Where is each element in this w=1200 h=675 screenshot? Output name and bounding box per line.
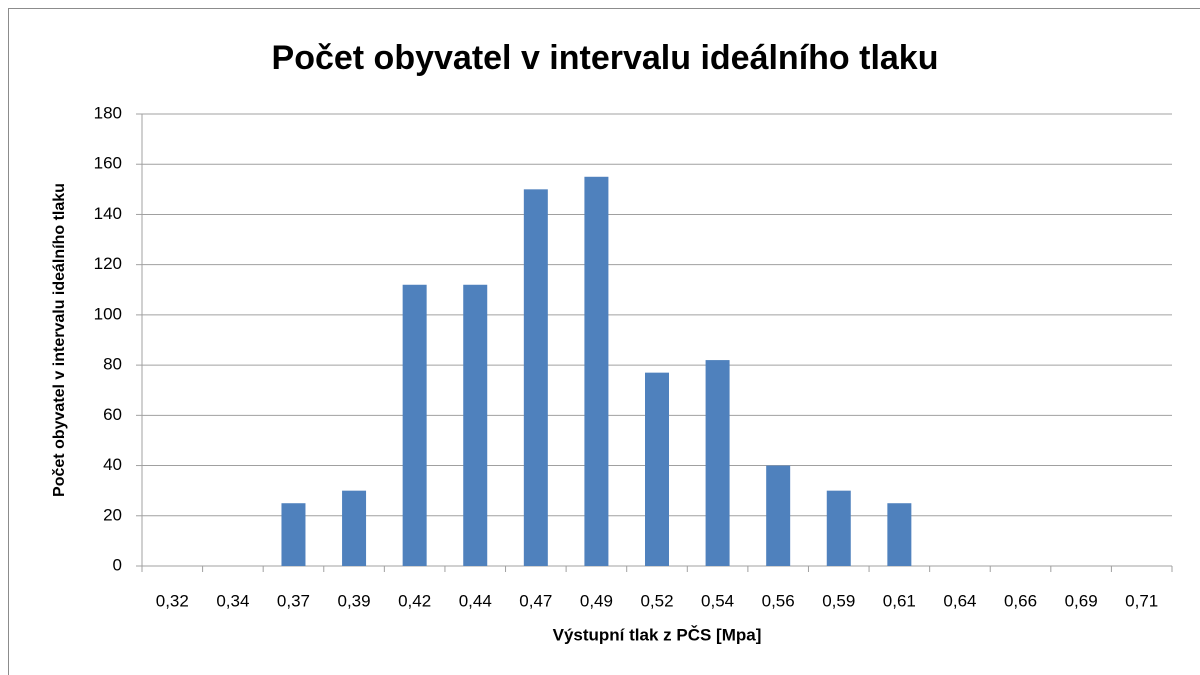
y-tick-label: 100 bbox=[94, 304, 122, 323]
x-tick-label: 0,66 bbox=[1004, 591, 1037, 610]
bar bbox=[766, 465, 791, 566]
x-tick-label: 0,37 bbox=[277, 591, 310, 610]
bar bbox=[826, 490, 851, 566]
y-tick-label: 0 bbox=[113, 555, 122, 574]
x-tick-label: 0,34 bbox=[216, 591, 249, 610]
x-tick-label: 0,54 bbox=[701, 591, 734, 610]
y-tick-label: 80 bbox=[103, 355, 122, 374]
y-tick-label: 140 bbox=[94, 204, 122, 223]
bar bbox=[463, 284, 488, 566]
x-tick-label: 0,49 bbox=[580, 591, 613, 610]
y-axis-label: Počet obyvatel v intervalu ideálního tla… bbox=[51, 183, 68, 497]
bar bbox=[887, 503, 912, 566]
y-tick-label: 40 bbox=[103, 455, 122, 474]
y-tick-label: 160 bbox=[94, 154, 122, 173]
y-tick-label: 20 bbox=[103, 505, 122, 524]
x-tick-label: 0,61 bbox=[883, 591, 916, 610]
x-tick-label: 0,42 bbox=[398, 591, 431, 610]
x-tick-label: 0,56 bbox=[762, 591, 795, 610]
chart-title: Počet obyvatel v intervalu ideálního tla… bbox=[272, 39, 939, 77]
bar bbox=[281, 503, 306, 566]
x-tick-label: 0,71 bbox=[1125, 591, 1158, 610]
x-tick-label: 0,47 bbox=[519, 591, 552, 610]
bar bbox=[342, 490, 367, 566]
x-tick-label: 0,39 bbox=[338, 591, 371, 610]
bar bbox=[523, 189, 548, 567]
x-tick-label: 0,64 bbox=[943, 591, 976, 610]
x-tick-label: 0,32 bbox=[156, 591, 189, 610]
y-tick-label: 180 bbox=[94, 103, 122, 122]
bar bbox=[584, 176, 609, 566]
x-tick-label: 0,44 bbox=[459, 591, 492, 610]
bar bbox=[402, 284, 427, 566]
bar bbox=[645, 372, 669, 566]
x-axis-label: Výstupní tlak z PČS [Mpa] bbox=[553, 625, 762, 644]
x-tick-label: 0,59 bbox=[822, 591, 855, 610]
y-tick-label: 120 bbox=[94, 254, 122, 273]
y-tick-label: 60 bbox=[103, 405, 122, 424]
x-tick-label: 0,52 bbox=[640, 591, 673, 610]
x-tick-label: 0,69 bbox=[1065, 591, 1098, 610]
bar bbox=[705, 360, 730, 566]
